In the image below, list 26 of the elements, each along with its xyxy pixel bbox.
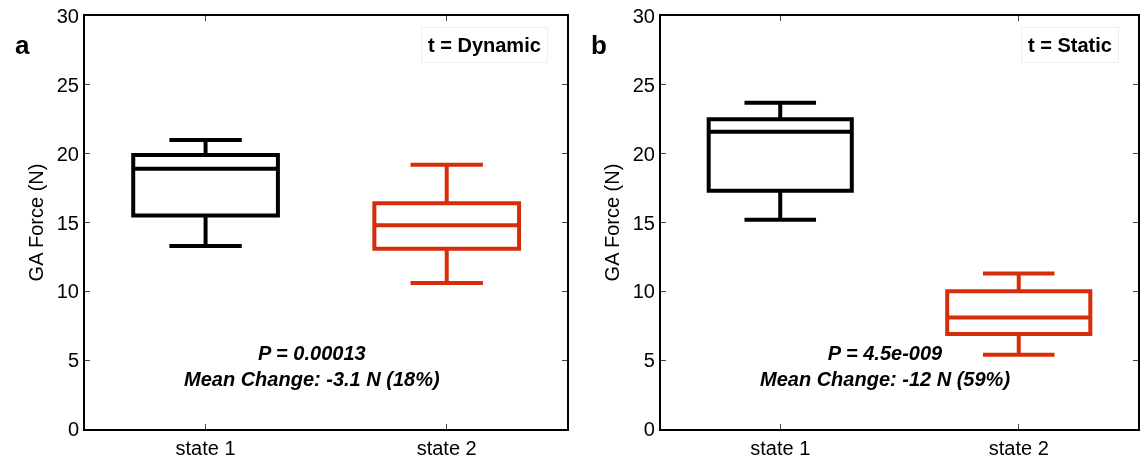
y-tick-label: 25 xyxy=(632,73,655,96)
y-tick-label: 20 xyxy=(56,142,79,165)
text: b xyxy=(591,30,607,60)
y-tick-label: 20 xyxy=(632,142,655,165)
text: a xyxy=(15,30,30,60)
y-tick-label: 30 xyxy=(632,5,655,27)
y-tick-label: 15 xyxy=(632,211,655,234)
y-tick-label: 25 xyxy=(56,73,79,96)
annotation: t = Static xyxy=(1028,34,1112,56)
y-axis-title: GA Force (N) xyxy=(600,163,623,282)
annotation: t = Dynamic xyxy=(428,34,541,56)
x-tick-label: state 2 xyxy=(416,437,477,459)
y-tick-label: 0 xyxy=(643,418,655,440)
y-tick-label: 10 xyxy=(632,280,655,303)
x-tick-label: state 1 xyxy=(750,437,811,459)
y-axis-title: GA Force (N) xyxy=(24,163,47,282)
y-tick-label: 5 xyxy=(67,349,79,372)
x-tick-label: state 2 xyxy=(988,437,1049,459)
annotation: P = 0.00013 Mean Change: -3.1 N (18%) xyxy=(184,342,440,390)
y-tick-label: 15 xyxy=(56,211,79,234)
y-tick-label: 5 xyxy=(643,349,655,372)
y-tick-label: 30 xyxy=(56,5,79,27)
x-tick-label: state 1 xyxy=(175,437,236,459)
y-tick-label: 0 xyxy=(67,418,79,440)
annotation: P = 4.5e-009 Mean Change: -12 N (59%) xyxy=(760,342,1011,390)
y-tick-label: 10 xyxy=(56,280,79,303)
